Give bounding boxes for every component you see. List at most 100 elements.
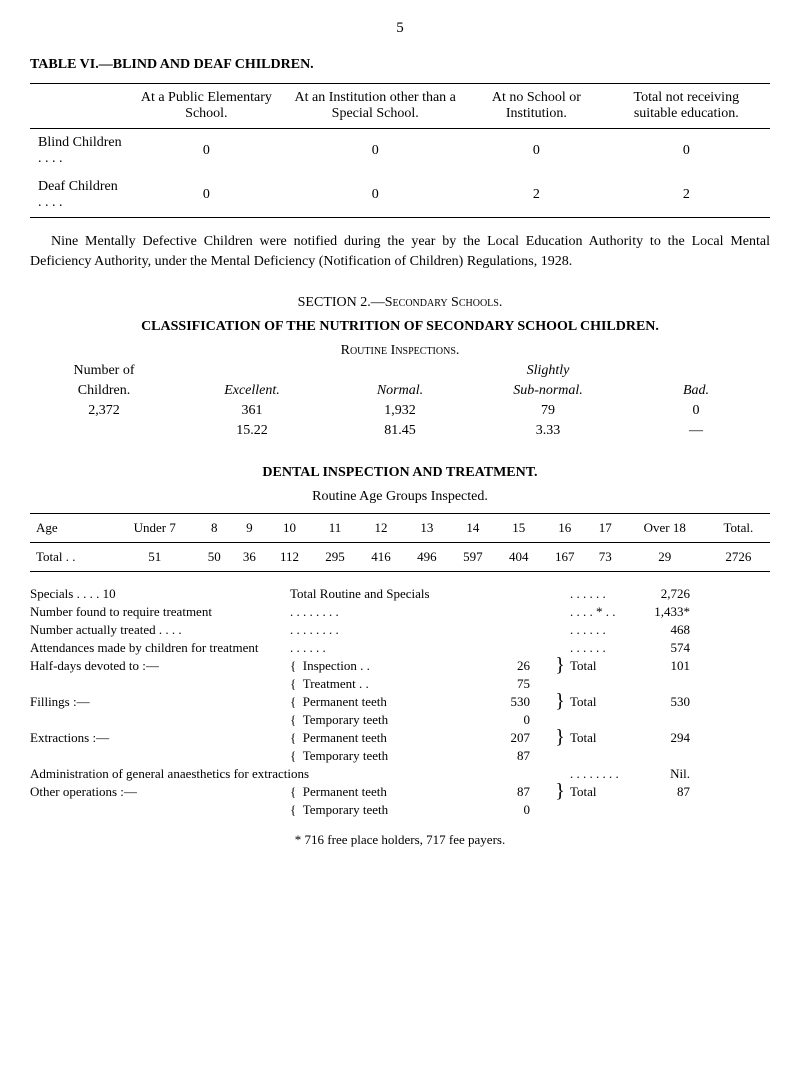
pair-b: { Temporary teeth (290, 802, 470, 818)
sb2 (550, 622, 570, 638)
stats-line: Number found to require treatment . . . … (30, 604, 770, 620)
stats-pair: Extractions :— { Permanent teeth 207 } T… (30, 730, 770, 746)
dr5: 295 (312, 543, 358, 572)
t6-r0c2: 0 (280, 129, 470, 174)
t6-r0c1: 0 (132, 129, 280, 174)
stats-pair-b: { Temporary teeth 0 (30, 712, 770, 728)
t6-r1c1: 0 (132, 173, 280, 218)
routine-h2: Children. Excellent. Normal. Sub-normal.… (30, 383, 770, 399)
t6-r0c3: 0 (470, 129, 602, 174)
sl2: Number actually treated . . . . (30, 622, 290, 638)
sb0 (550, 586, 570, 602)
dh1: Under 7 (113, 514, 197, 543)
stats-pair: Other operations :— { Permanent teeth 87… (30, 784, 770, 800)
pair-brace: } (550, 784, 570, 800)
rc3v2: 3.33 (474, 423, 622, 439)
t6-h2: At an Institution other than a Special S… (280, 84, 470, 129)
rc1v2: 15.22 (178, 423, 326, 439)
pair-tot-b (570, 712, 630, 728)
stats-pair: Half-days devoted to :— { Inspection . .… (30, 658, 770, 674)
pair-tot-b (570, 676, 630, 692)
sn1 (470, 604, 550, 620)
pair-brace: } (550, 730, 570, 746)
admin-v: Nil. (630, 766, 690, 782)
rc2h1 (326, 363, 474, 379)
t6-r1c2: 0 (280, 173, 470, 218)
pair-label: Extractions :— (30, 730, 290, 746)
rc3h2: Sub-normal. (474, 383, 622, 399)
sm0: Total Routine and Specials (290, 586, 470, 602)
pair-a: { Permanent teeth (290, 694, 470, 710)
pair-label-b (30, 748, 290, 764)
st0: . . . . . . (570, 586, 630, 602)
dr11: 73 (588, 543, 623, 572)
routine-label: Routine Inspections. (30, 343, 770, 359)
rc1v1: 361 (178, 403, 326, 419)
stats-line: Specials . . . . 10 Total Routine and Sp… (30, 586, 770, 602)
rc4h2: Bad. (622, 383, 770, 399)
pair-label-b (30, 802, 290, 818)
pair-b: { Treatment . . (290, 676, 470, 692)
t6-r0c0: Blind Children . . . . (30, 129, 132, 174)
pair-val-b (630, 802, 690, 818)
admin-label: Administration of general anaesthetics f… (30, 766, 470, 782)
pair-tot: Total (570, 730, 630, 746)
dh0: Age (30, 514, 113, 543)
dental-subtitle: Routine Age Groups Inspected. (30, 489, 770, 505)
dr6: 416 (358, 543, 404, 572)
pair-brace-b (550, 802, 570, 818)
routine-h1: Number of Slightly (30, 363, 770, 379)
pair-brace: } (550, 658, 570, 674)
t6-r1c3: 2 (470, 173, 602, 218)
pair-an: 530 (470, 694, 550, 710)
t6-r1c0: Deaf Children . . . . (30, 173, 132, 218)
sn0 (470, 586, 550, 602)
sl0: Specials . . . . 10 (30, 586, 290, 602)
pair-label-b (30, 712, 290, 728)
dr12: 29 (623, 543, 707, 572)
stats-admin: Administration of general anaesthetics f… (30, 766, 770, 782)
pair-tot-b (570, 748, 630, 764)
sl3: Attendances made by children for treatme… (30, 640, 290, 656)
stats-pair-b: { Temporary teeth 0 (30, 802, 770, 818)
stats-line: Attendances made by children for treatme… (30, 640, 770, 656)
rc1h1 (178, 363, 326, 379)
t6-r0c4: 0 (603, 129, 770, 174)
dh13: Total. (707, 514, 770, 543)
pair-b: { Temporary teeth (290, 712, 470, 728)
dr8: 597 (450, 543, 496, 572)
classification-heading: CLASSIFICATION OF THE NUTRITION OF SECON… (30, 319, 770, 335)
rc3v1: 79 (474, 403, 622, 419)
pair-val: 294 (630, 730, 690, 746)
t6-h1: At a Public Elementary School. (132, 84, 280, 129)
rc0v1: 2,372 (30, 403, 178, 419)
dh8: 14 (450, 514, 496, 543)
routine-v1: 2,372 361 1,932 79 0 (30, 403, 770, 419)
rc1h2: Excellent. (178, 383, 326, 399)
dh7: 13 (404, 514, 450, 543)
pair-label-b (30, 676, 290, 692)
pair-an: 207 (470, 730, 550, 746)
pair-val: 530 (630, 694, 690, 710)
admin-n (470, 766, 550, 782)
pair-tot: Total (570, 658, 630, 674)
pair-val-b (630, 712, 690, 728)
section2-sc: Secondary Schools. (385, 295, 503, 310)
pair-val-b (630, 676, 690, 692)
dr4: 112 (267, 543, 312, 572)
stats-block: Specials . . . . 10 Total Routine and Sp… (30, 586, 770, 818)
stats-pair-b: { Treatment . . 75 (30, 676, 770, 692)
pair-a: { Permanent teeth (290, 784, 470, 800)
dh12: Over 18 (623, 514, 707, 543)
dr2: 50 (197, 543, 232, 572)
pair-bn: 0 (470, 712, 550, 728)
pair-bn: 0 (470, 802, 550, 818)
rc2v1: 1,932 (326, 403, 474, 419)
sv2: 468 (630, 622, 690, 638)
rc2v2: 81.45 (326, 423, 474, 439)
section2-pre: SECTION 2.— (298, 295, 385, 310)
dr7: 496 (404, 543, 450, 572)
stats-pair-b: { Temporary teeth 87 (30, 748, 770, 764)
pair-brace-b (550, 748, 570, 764)
pair-label: Fillings :— (30, 694, 290, 710)
